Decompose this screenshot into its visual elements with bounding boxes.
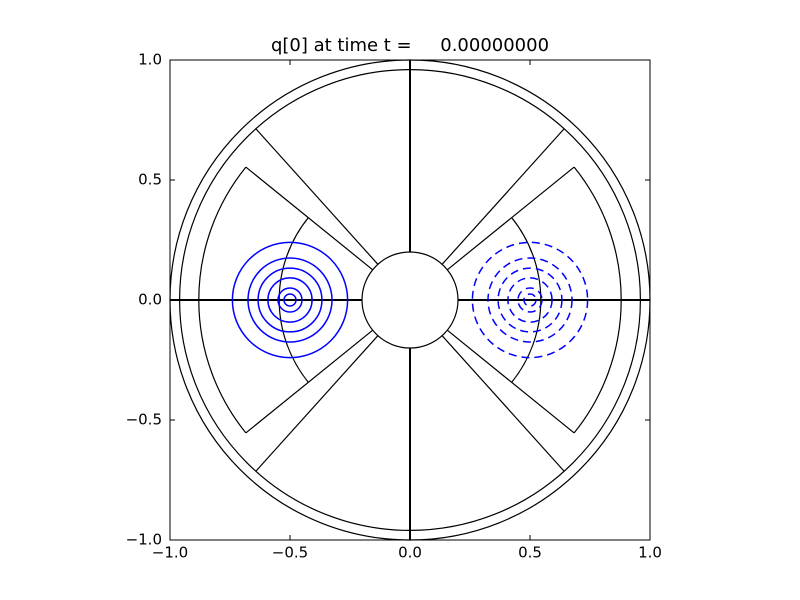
- contour-line: [487, 257, 573, 343]
- x-tick-label: 0.0: [398, 544, 422, 562]
- contour-line: [523, 293, 537, 307]
- boundary-ray: [245, 166, 374, 271]
- y-tick-label: 0.5: [138, 171, 162, 189]
- boundary-ray: [255, 335, 379, 472]
- boundary-arc: [573, 166, 622, 434]
- x-tick-label: 1.0: [638, 544, 662, 562]
- boundary-arc: [198, 166, 247, 434]
- contour-line: [497, 267, 563, 333]
- y-tick-label: 0.0: [138, 291, 162, 309]
- boundary-ray: [441, 128, 565, 265]
- y-tick-label: −0.5: [126, 411, 162, 429]
- contour-line: [277, 287, 303, 313]
- boundary-ray: [245, 329, 374, 434]
- contour-line: [257, 267, 323, 333]
- x-tick-label: −0.5: [272, 544, 308, 562]
- chart-title: q[0] at time t = 0.00000000: [271, 35, 549, 56]
- boundary-circle: [361, 251, 459, 349]
- contour-line: [517, 287, 543, 313]
- y-tick-label: −1.0: [126, 531, 162, 549]
- contour-line: [507, 277, 553, 323]
- contour-line: [231, 241, 349, 359]
- contour-line: [283, 293, 297, 307]
- boundary-arc: [278, 217, 309, 383]
- x-tick-label: −1.0: [152, 544, 188, 562]
- boundary-ray: [441, 335, 565, 472]
- contour-line: [267, 277, 313, 323]
- y-tick-label: 1.0: [138, 51, 162, 69]
- boundary-ray: [446, 329, 575, 434]
- boundary-ray: [446, 166, 575, 271]
- x-tick-label: 0.5: [518, 544, 542, 562]
- contour-line: [471, 241, 589, 359]
- contour-line: [247, 257, 333, 343]
- boundary-arc: [511, 217, 542, 383]
- boundary-ray: [255, 128, 379, 265]
